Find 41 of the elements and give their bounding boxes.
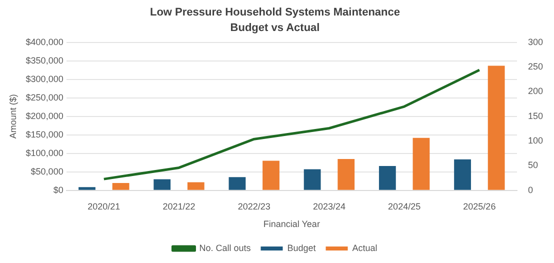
y2-tick-label: 200 (528, 86, 544, 96)
bar (454, 159, 471, 190)
y-tick-label: $350,000 (26, 55, 64, 66)
y2-tick-label: 50 (528, 160, 538, 170)
y-tick-label: $150,000 (26, 129, 64, 140)
bar (262, 160, 280, 190)
y-tick-label: $50,000 (30, 166, 64, 176)
bar (304, 169, 321, 190)
y-tick-label: $250,000 (26, 92, 64, 102)
y2-tick-label: 300 (528, 36, 544, 47)
y-tick-label: $200,000 (26, 110, 64, 121)
legend-label: Actual (352, 242, 378, 253)
bar (228, 177, 246, 190)
y-tick-label: $300,000 (26, 74, 64, 84)
y-tick-label: $0 (53, 184, 64, 195)
bar (154, 179, 171, 190)
chart-title: Low Pressure Household Systems Maintenance (150, 6, 400, 19)
y2-tick-label: 250 (528, 62, 544, 72)
x-tick-label: 2020/21 (88, 201, 120, 212)
bar (488, 66, 505, 190)
bar (338, 158, 355, 190)
x-tick-label: 2025/26 (463, 201, 496, 212)
bar (378, 166, 396, 190)
bar (412, 138, 430, 190)
x-axis-title: Financial Year (263, 219, 320, 230)
chart-subtitle: Budget vs Actual (230, 22, 320, 34)
x-tick-label: 2022/23 (238, 201, 270, 212)
legend-label: No. Call outs (199, 242, 252, 253)
y2-tick-label: 0 (528, 184, 533, 195)
legend-label: Budget (287, 242, 316, 253)
y-tick-label: $100,000 (26, 148, 64, 158)
bar (187, 182, 204, 190)
x-tick-label: 2021/22 (162, 201, 196, 212)
bar (78, 187, 96, 190)
y2-tick-label: 100 (528, 136, 544, 146)
x-tick-label: 2024/25 (388, 201, 421, 212)
y-axis-title: Amount ($) (8, 94, 18, 139)
x-tick-label: 2023/24 (312, 201, 346, 212)
bar (112, 183, 130, 190)
y-tick-label: $400,000 (26, 36, 64, 47)
y2-tick-label: 150 (528, 110, 544, 121)
